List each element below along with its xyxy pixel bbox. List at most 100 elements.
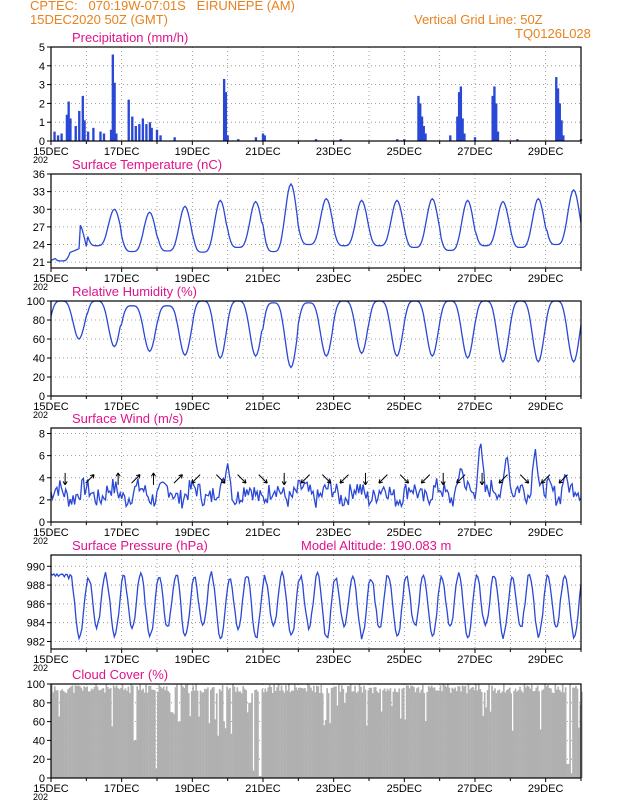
cloud-bar — [452, 688, 455, 778]
cloud-bar — [530, 685, 533, 778]
cloud-bar — [320, 684, 323, 778]
y-tick-label: 988 — [27, 580, 45, 592]
y-tick-label: 0 — [39, 517, 45, 529]
cloud-bar — [190, 691, 193, 778]
cloud-bar — [448, 687, 451, 778]
cloud-bar — [170, 712, 172, 778]
x-tick-label: 29DEC — [528, 783, 564, 795]
x-tick-label: 15DEC — [33, 146, 69, 158]
x-tick-label: 17DEC — [104, 146, 140, 158]
cloud-bar — [401, 688, 404, 778]
cloud-bar — [513, 690, 515, 778]
cloud-bar — [80, 687, 83, 778]
precip-bar — [422, 125, 425, 141]
cloud-bar — [196, 690, 199, 778]
cloud-bar — [124, 688, 127, 778]
y-tick-label: 80 — [33, 698, 45, 710]
cloud-bar — [95, 684, 97, 778]
cloud-bar — [526, 685, 529, 778]
x-tick-label: 27DEC — [457, 146, 493, 158]
humidity-title: Relative Humidity (%) — [72, 284, 197, 299]
y-tick-label: 5 — [39, 42, 45, 54]
cloud-bar — [438, 690, 440, 778]
cloud-bar — [483, 692, 486, 778]
cloud-bar — [87, 691, 90, 778]
cloud-bar — [174, 687, 177, 778]
humidity-y-axis: 0 20 40 60 80 100 — [27, 296, 51, 403]
cloud-bar — [343, 702, 346, 778]
x-tick-label: 29DEC — [528, 654, 564, 666]
cloud-bar — [105, 684, 108, 778]
precip-bar — [493, 86, 496, 141]
cloud-bar — [324, 720, 327, 778]
precip-bar — [222, 78, 226, 141]
precip-bar — [67, 101, 70, 141]
wind-arrow — [62, 472, 68, 486]
cloud-bar — [279, 690, 281, 778]
cloud-bar — [332, 687, 334, 778]
cloud-bar — [211, 687, 214, 778]
cloud-bar — [519, 686, 521, 778]
pressure-title: Surface Pressure (hPa) — [72, 538, 208, 553]
cloud-title: Cloud Cover (%) — [72, 667, 168, 682]
cloud-bar — [74, 685, 77, 778]
cloud-bar — [121, 684, 124, 778]
cloud-bar — [392, 691, 395, 778]
cloud-bar — [407, 685, 409, 778]
cloud-bar — [56, 690, 59, 778]
cloud-bar — [210, 689, 212, 778]
precip-bar — [463, 133, 466, 141]
cloud-bar — [86, 686, 89, 778]
y-tick-label: 60 — [33, 717, 45, 729]
precip-bar — [495, 103, 498, 141]
cloud-bar — [148, 685, 150, 778]
cloud-bar — [547, 685, 549, 778]
cloud-bar — [111, 726, 114, 778]
cloud-bar — [388, 690, 390, 778]
cloud-y-axis: 0 20 40 60 80 100 — [27, 679, 51, 785]
cloud-bar — [108, 688, 111, 778]
cloud-bar — [467, 684, 470, 778]
x-tick-label: 17DEC — [104, 401, 140, 413]
cloud-bar — [251, 693, 253, 778]
cloud-bar — [557, 686, 560, 778]
cloud-bar — [260, 776, 262, 778]
cloud-bar — [233, 686, 236, 778]
precip-bar — [74, 125, 77, 141]
cloud-bar — [351, 691, 354, 778]
cloud-bar — [579, 704, 582, 778]
cloud-bar — [98, 690, 100, 778]
x-tick-label: 19DEC — [175, 527, 211, 539]
precip-bar — [92, 127, 95, 141]
cloud-bar — [255, 689, 258, 778]
cloud-bar — [341, 685, 343, 778]
cloud-bar — [374, 687, 377, 778]
cloud-bar — [301, 687, 303, 778]
precip-bar — [403, 139, 406, 141]
cloud-bar — [298, 687, 301, 778]
wind-direction-arrows — [62, 472, 568, 486]
precip-bars — [53, 54, 583, 141]
cloud-bar — [109, 687, 112, 778]
cloud-bar — [355, 692, 358, 778]
cloud-bar — [529, 688, 532, 778]
humidity-frame — [50, 300, 582, 397]
precip-bar — [424, 133, 427, 141]
cloud-bar — [389, 688, 392, 778]
precip-bar — [86, 131, 90, 141]
wind-arrow — [362, 472, 368, 486]
cloud-bar — [208, 723, 211, 778]
cloud-bar — [463, 686, 465, 778]
cloud-bar — [554, 684, 557, 778]
cloud-bar — [361, 692, 364, 778]
cloud-bar — [184, 684, 187, 778]
cloud-bar — [204, 688, 206, 778]
cloud-bar — [254, 689, 256, 778]
y-tick-label: 100 — [27, 296, 45, 308]
x-tick-label: 19DEC — [175, 783, 211, 795]
cloud-bar — [520, 690, 523, 778]
cloud-bar — [569, 684, 571, 778]
temperature-title: Surface Temperature (nC) — [72, 157, 222, 172]
cloud-bar — [277, 684, 280, 778]
cloud-bar — [96, 686, 99, 778]
